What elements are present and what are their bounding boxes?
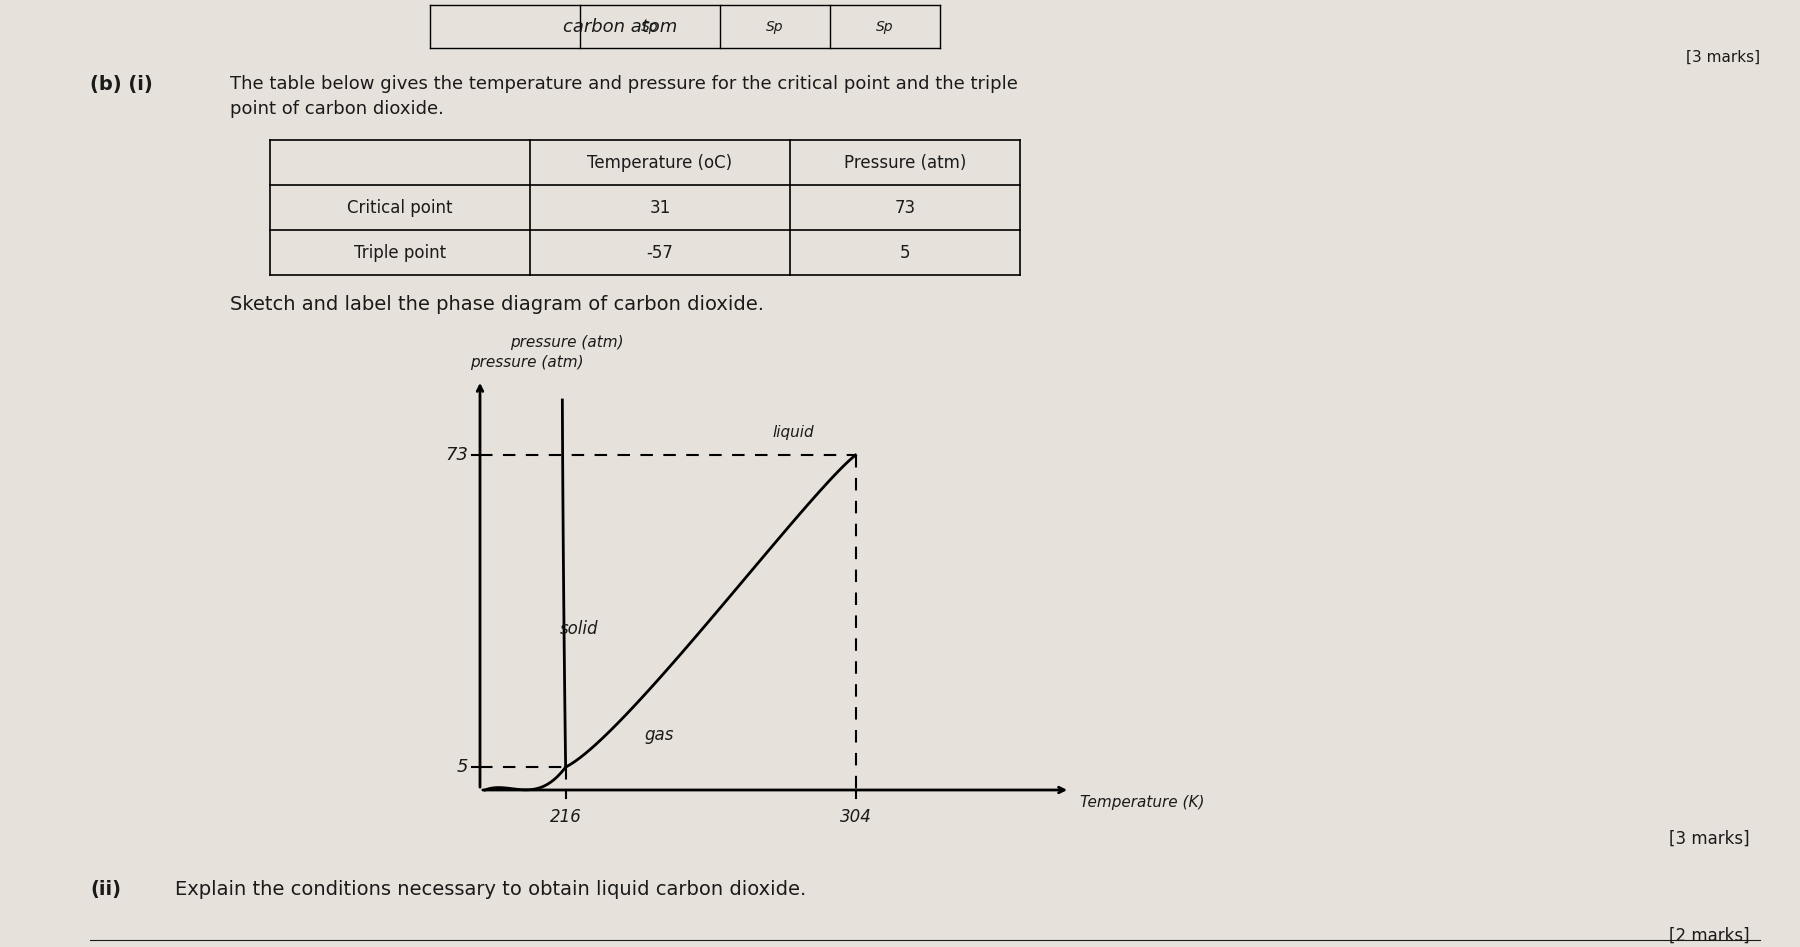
Text: Explain the conditions necessary to obtain liquid carbon dioxide.: Explain the conditions necessary to obta… [175, 880, 806, 899]
Text: pressure (atm): pressure (atm) [509, 335, 623, 350]
Text: (b) (i): (b) (i) [90, 75, 153, 94]
Text: Temperature (K): Temperature (K) [1080, 795, 1204, 810]
Text: [3 marks]: [3 marks] [1687, 50, 1760, 65]
Text: Sp: Sp [641, 20, 659, 33]
Text: (ii): (ii) [90, 880, 121, 899]
Text: 304: 304 [839, 808, 871, 826]
Text: Sp: Sp [767, 20, 783, 33]
Text: 5: 5 [457, 758, 468, 776]
Text: Critical point: Critical point [347, 199, 454, 217]
Text: pressure (atm): pressure (atm) [470, 355, 583, 370]
Text: solid: solid [560, 620, 598, 638]
Text: Pressure (atm): Pressure (atm) [844, 153, 967, 171]
Text: 5: 5 [900, 243, 911, 261]
Text: gas: gas [644, 726, 673, 744]
Text: Temperature (oC): Temperature (oC) [587, 153, 733, 171]
Text: point of carbon dioxide.: point of carbon dioxide. [230, 100, 445, 118]
Text: 73: 73 [895, 199, 916, 217]
Text: Triple point: Triple point [355, 243, 446, 261]
Text: liquid: liquid [772, 424, 814, 439]
Text: Sp: Sp [877, 20, 895, 33]
Text: The table below gives the temperature and pressure for the critical point and th: The table below gives the temperature an… [230, 75, 1017, 93]
Text: 31: 31 [650, 199, 671, 217]
Text: Sketch and label the phase diagram of carbon dioxide.: Sketch and label the phase diagram of ca… [230, 295, 763, 314]
Text: [3 marks]: [3 marks] [1669, 830, 1750, 848]
Text: 73: 73 [445, 446, 468, 464]
Text: 216: 216 [549, 808, 581, 826]
Text: [2 marks]: [2 marks] [1669, 927, 1750, 945]
Text: -57: -57 [646, 243, 673, 261]
Text: carbon atom: carbon atom [563, 18, 677, 36]
